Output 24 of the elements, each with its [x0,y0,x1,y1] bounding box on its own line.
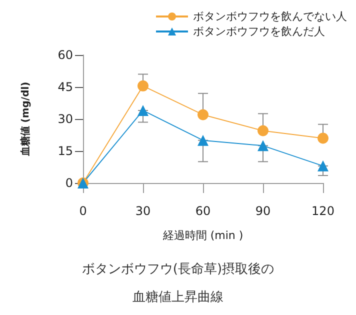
y-tick-label: 45 [58,80,73,94]
legend-label: ボタンボウフウを飲んだ人 [193,25,325,38]
point [138,80,148,92]
text: ボタンボウフウ(長命草)摂取後の [82,262,274,277]
point [138,104,148,116]
point [258,140,268,152]
y-tick-label: 30 [58,112,73,126]
y-tick-label: 0 [65,176,73,190]
y-axis-title: 血糖値 (mg/dl) [20,82,32,158]
x-tick-label: 60 [195,204,211,218]
x-tick-label: 0 [79,204,87,218]
point [258,125,268,136]
x-tick-label: 30 [135,204,151,218]
point [318,160,328,172]
x-tick-label: 120 [312,204,334,218]
point [318,132,328,144]
point [198,134,208,146]
point [198,109,208,120]
text: 血糖値上昇曲線 [132,290,224,305]
x-axis-title: 経過時間 (min ) [162,229,244,242]
legend-label: ボタンボウフウを飲んでない人 [193,10,347,23]
y-tick-label: 15 [58,144,73,158]
y-tick-label: 60 [58,48,73,62]
x-tick-label: 90 [255,204,271,218]
